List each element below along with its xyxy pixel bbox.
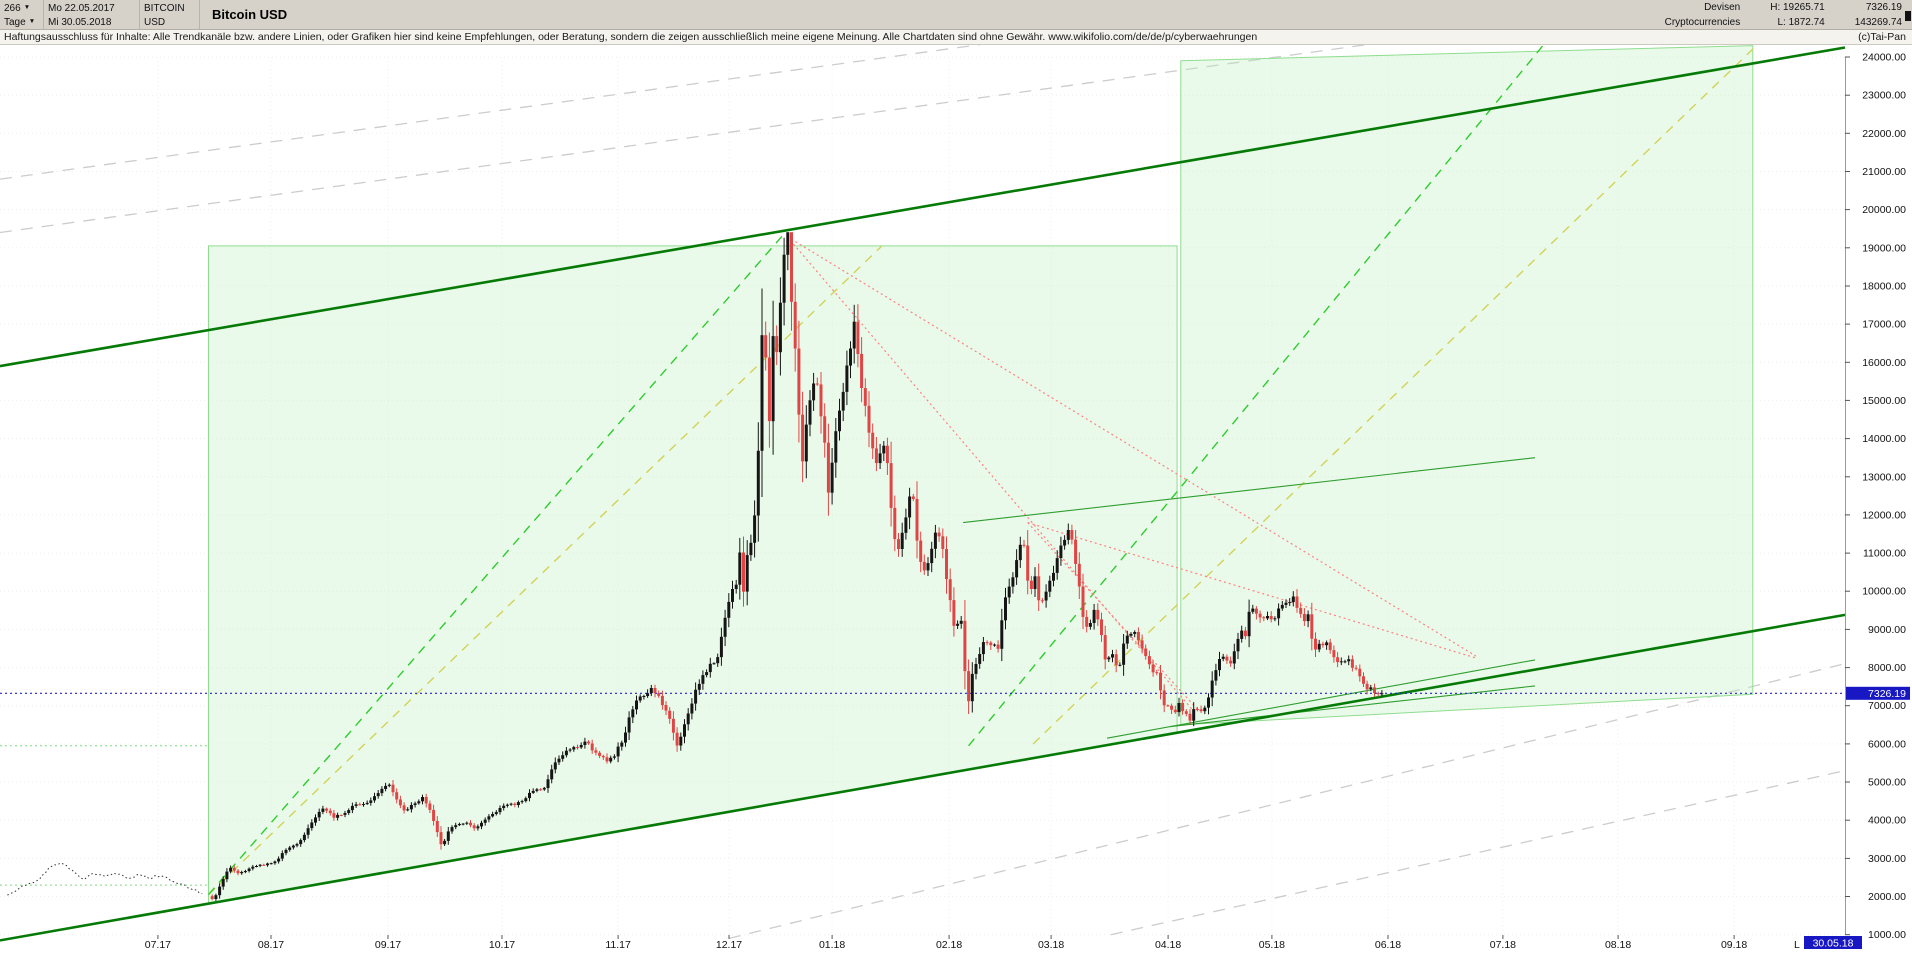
end-date-field[interactable]: Mi 30.05.2018 xyxy=(44,15,140,29)
price-axis-label: 20000.00 xyxy=(1862,204,1906,216)
time-axis-label: 10.17 xyxy=(489,939,515,951)
price-axis-label: 10000.00 xyxy=(1862,586,1906,598)
disclaimer-text: Haftungsausschluss für Inhalte: Alle Tre… xyxy=(4,31,1258,43)
price-axis-label: 21000.00 xyxy=(1862,166,1906,178)
time-axis-label: 02.18 xyxy=(936,939,962,951)
price-axis-label: 9000.00 xyxy=(1868,624,1906,636)
chart-title: Bitcoin USD xyxy=(212,7,288,22)
disclaimer-bar: Haftungsausschluss für Inhalte: Alle Tre… xyxy=(0,30,1912,45)
time-axis-label: 09.18 xyxy=(1721,939,1747,951)
price-chart[interactable]: 24000.00 23000.00 22000.00 21000.00 20000.00… xyxy=(0,39,1912,952)
timeframe-value: Tage xyxy=(4,17,26,28)
price-axis-label: 16000.00 xyxy=(1862,357,1906,369)
time-axis-label: 06.18 xyxy=(1375,939,1401,951)
symbol-value: BITCOIN xyxy=(144,2,185,14)
price-axis-label: 4000.00 xyxy=(1868,815,1906,827)
price-axis-label: 1000.00 xyxy=(1868,929,1906,941)
price-axis-label: 15000.00 xyxy=(1862,395,1906,407)
chevron-down-icon: ▼ xyxy=(28,18,36,26)
price-axis-label: 5000.00 xyxy=(1868,777,1906,789)
time-axis-label: 07.18 xyxy=(1490,939,1516,951)
quote-info: Devisen H: 19265.71 7326.19 Cryptocurren… xyxy=(1665,0,1912,29)
symbol-field[interactable]: BITCOIN xyxy=(140,0,200,15)
category-line1: Devisen xyxy=(1704,2,1741,13)
chevron-down-icon: ▼ xyxy=(23,3,31,11)
time-axis-label: 12.17 xyxy=(716,939,742,951)
price-axis-label: 24000.00 xyxy=(1862,52,1906,64)
timeframe-dropdown[interactable]: Tage ▼ xyxy=(0,15,44,29)
price-axis-label: 17000.00 xyxy=(1862,319,1906,331)
time-axis-label: 04.18 xyxy=(1155,939,1181,951)
price-axis-label: 14000.00 xyxy=(1862,433,1906,445)
price-axis-label: 7000.00 xyxy=(1868,700,1906,712)
time-axis-label: 03.18 xyxy=(1038,939,1064,951)
last-price-value: 7326.19 xyxy=(1865,2,1902,13)
price-axis-label: 19000.00 xyxy=(1862,242,1906,254)
time-axis-label: 07.17 xyxy=(145,939,171,951)
time-axis-label: 05.18 xyxy=(1259,939,1285,951)
price-axis-label: 2000.00 xyxy=(1868,891,1906,903)
time-axis-label: 08.17 xyxy=(258,939,284,951)
currency-field: USD xyxy=(140,15,200,29)
current-price-tag xyxy=(1846,686,1910,700)
chart-settings: 266 ▼ Mo 22.05.2017 BITCOIN Tage ▼ Mi 30… xyxy=(0,0,200,29)
chart-area: 24000.00 23000.00 22000.00 21000.00 20000.00… xyxy=(0,39,1912,952)
price-axis-label: 3000.00 xyxy=(1868,853,1906,865)
toolbar-marker-icon xyxy=(1905,11,1911,21)
start-date-value: Mo 22.05.2017 xyxy=(48,2,115,14)
price-axis-label: 13000.00 xyxy=(1862,471,1906,483)
price-axis-label: 18000.00 xyxy=(1862,281,1906,293)
price-axis-label: 11000.00 xyxy=(1863,548,1906,560)
price-axis-label: 23000.00 xyxy=(1862,90,1906,102)
bars-count-value: 266 xyxy=(4,2,21,14)
current-price-tag-label: 7326.19 xyxy=(1868,688,1906,700)
bars-count-dropdown[interactable]: 266 ▼ xyxy=(0,0,44,15)
last-date-tag xyxy=(1804,936,1862,949)
time-axis-label: 11.17 xyxy=(605,939,631,951)
time-axis-label: 08.18 xyxy=(1605,939,1631,951)
price-axis-label: 22000.00 xyxy=(1862,128,1906,140)
start-date-field[interactable]: Mo 22.05.2017 xyxy=(44,0,140,15)
high-value: H: 19265.71 xyxy=(1770,2,1825,13)
end-date-value: Mi 30.05.2018 xyxy=(48,17,112,28)
volume-value: 143269.74 xyxy=(1854,17,1902,28)
category-line2: Cryptocurrencies xyxy=(1664,17,1741,28)
low-value: L: 1872.74 xyxy=(1777,17,1825,28)
last-date-prefix: L xyxy=(1794,939,1800,951)
copyright-label: (c)Tai-Pan xyxy=(1858,31,1906,43)
time-axis-label: 01.18 xyxy=(819,939,845,951)
chart-toolbar: 266 ▼ Mo 22.05.2017 BITCOIN Tage ▼ Mi 30… xyxy=(0,0,1912,30)
time-axis-label: 09.17 xyxy=(375,939,401,951)
price-axis-label: 6000.00 xyxy=(1868,738,1906,750)
last-date-tag-label: 30.05.18 xyxy=(1813,938,1854,950)
currency-value: USD xyxy=(144,17,166,28)
price-axis-label: 8000.00 xyxy=(1868,662,1906,674)
price-axis-label: 12000.00 xyxy=(1862,509,1906,521)
